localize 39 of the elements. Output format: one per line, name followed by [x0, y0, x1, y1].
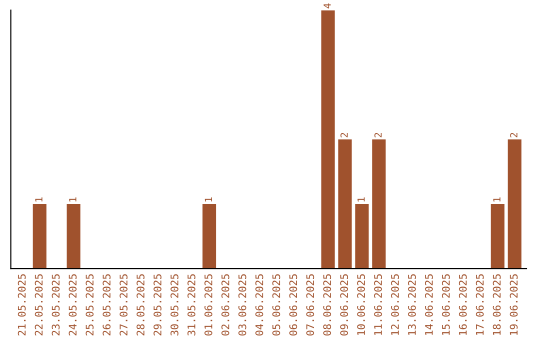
x-tick-label: 10.06.2025: [357, 274, 365, 335]
x-tick-label: 23.05.2025: [52, 274, 60, 336]
data-label: 2: [374, 132, 382, 138]
x-tick-label: 29.05.2025: [154, 274, 162, 336]
x-tick-label: 16.06.2025: [458, 274, 467, 335]
x-tick-label: 15.06.2025: [442, 274, 450, 335]
x-tick-label: 08.06.2025: [323, 274, 332, 336]
x-tick-label: 12.06.2025: [391, 274, 399, 335]
x-tick-label: 09.06.2025: [340, 274, 348, 336]
x-tick-label: 21.05.2025: [18, 274, 26, 336]
x-tick-label: 27.05.2025: [120, 274, 128, 336]
x-tick-label: 17.06.2025: [476, 274, 484, 335]
x-tick-label: 25.05.2025: [86, 274, 94, 336]
x-tick-label: 02.06.2025: [221, 274, 230, 336]
data-label: 1: [69, 197, 76, 202]
x-tick-label: 26.05.2025: [102, 274, 111, 336]
x-tick-label: 14.06.2025: [424, 274, 433, 335]
x-tick-label: 19.06.2025: [510, 274, 518, 335]
x-tick-label: 11.06.2025: [374, 274, 382, 335]
x-tick-label: 24.05.2025: [68, 274, 77, 336]
x-tick-label: 30.05.2025: [170, 274, 178, 336]
data-label: 1: [204, 197, 212, 202]
x-tick-label: 13.06.2025: [408, 274, 416, 335]
x-tick-label: 31.05.2025: [187, 274, 196, 336]
x-tick-label: 06.06.2025: [289, 274, 298, 336]
x-tick-label: 18.06.2025: [492, 274, 501, 335]
x-tick-label: 04.06.2025: [255, 274, 264, 336]
data-label: 4: [324, 3, 331, 8]
x-tick-label: 03.06.2025: [238, 274, 246, 336]
x-tick-label: 28.05.2025: [136, 274, 144, 336]
data-label: 2: [340, 132, 348, 138]
x-tick-label: 07.06.2025: [306, 274, 314, 336]
data-label: 1: [493, 197, 500, 202]
x-tick-label: 01.06.2025: [204, 274, 212, 336]
x-tick-label: 22.05.2025: [34, 274, 43, 336]
data-label: 2: [510, 132, 518, 138]
data-label: 1: [358, 197, 365, 202]
x-tick-label: 05.06.2025: [272, 274, 280, 336]
data-label: 1: [35, 197, 42, 202]
